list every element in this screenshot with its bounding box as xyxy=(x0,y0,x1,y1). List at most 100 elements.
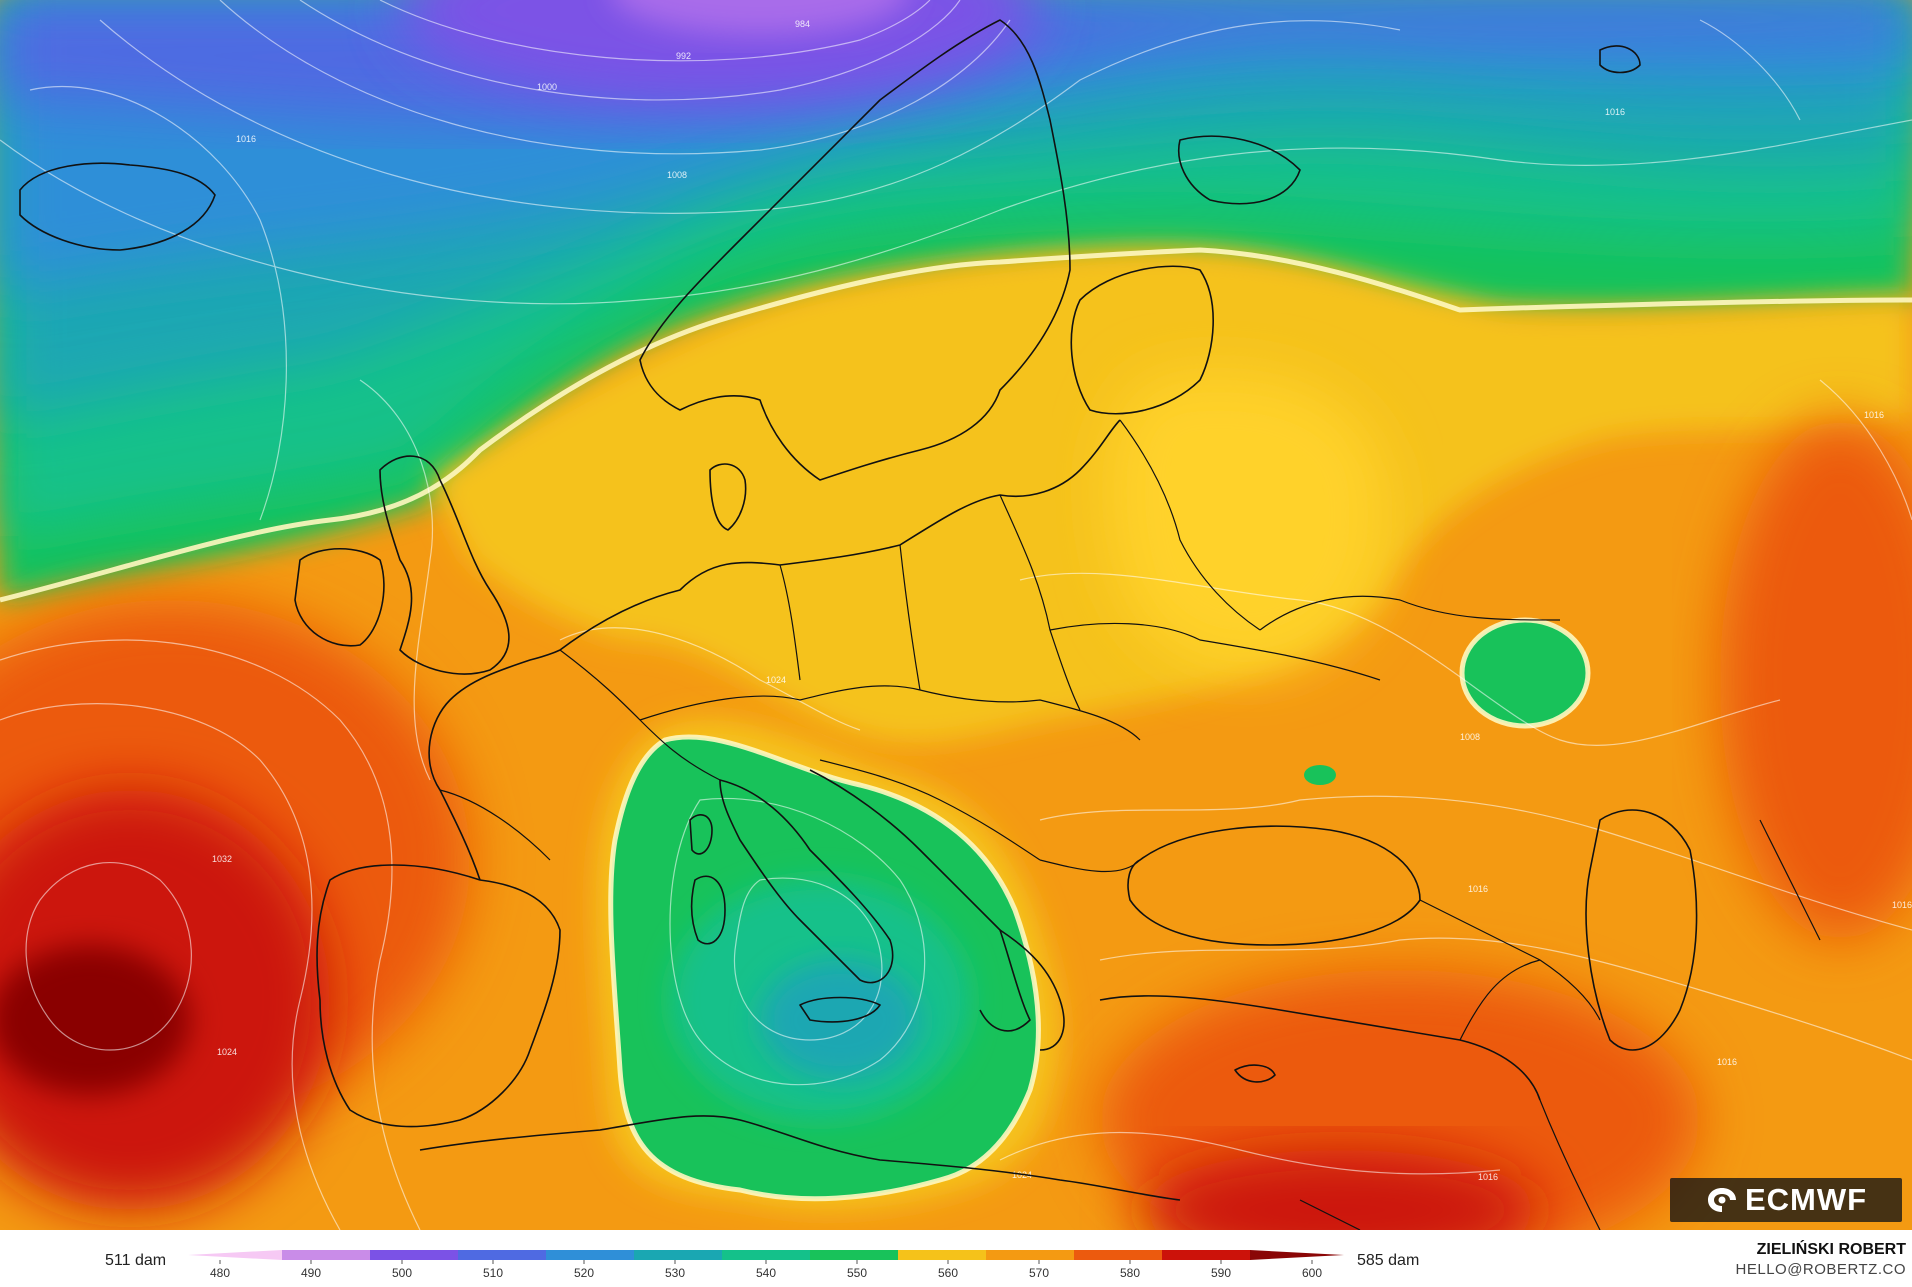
field-red-east xyxy=(1720,420,1912,940)
border xyxy=(999,494,1081,711)
isobar-label: 1000 xyxy=(537,82,557,92)
isobar-line xyxy=(99,19,1401,214)
isobar-line xyxy=(999,1131,1501,1175)
legend-bar: 511 dam 480 490 500 510 520 530 540 550 560 570 58… xyxy=(0,1230,1912,1287)
author-email[interactable]: HELLO@ROBERTZ.CO xyxy=(1735,1261,1906,1278)
isobars xyxy=(0,0,1912,1230)
field-crimson-se xyxy=(1140,1150,1540,1230)
colorbar-segments xyxy=(188,1250,1344,1260)
coast-italy xyxy=(719,779,894,984)
isobar-label: 1016 xyxy=(1478,1172,1498,1182)
isobar-line xyxy=(0,639,421,1230)
isobar-line xyxy=(379,0,931,62)
isobar-line xyxy=(299,0,961,101)
coast-anatolia xyxy=(1099,995,1541,1101)
isobar-line xyxy=(219,0,1011,155)
field-yellow-east xyxy=(1107,372,1388,671)
colorbar-ticks: 480 490 500 510 520 530 540 550 560 570 580 590 600 xyxy=(210,1260,1322,1280)
colorbar-segment xyxy=(1162,1250,1251,1260)
colorbar-tick-label: 580 xyxy=(1120,1266,1140,1280)
isobar-label: 992 xyxy=(676,51,691,61)
isobar-line xyxy=(669,797,926,1086)
colorbar-tick-label: 560 xyxy=(938,1266,958,1280)
legend-min-label: 511 dam xyxy=(105,1252,167,1269)
isobar-line xyxy=(29,85,287,521)
coast-balkans xyxy=(809,769,1031,1032)
colorbar-segment xyxy=(282,1250,371,1260)
field-russia-low xyxy=(1462,620,1588,726)
geopotential-map: 984 992 1000 1008 1016 1016 1024 1024 10… xyxy=(0,0,1912,1230)
colorbar-segment xyxy=(546,1250,635,1260)
coastlines xyxy=(19,19,1698,1201)
colorbar-tick-label: 600 xyxy=(1302,1266,1322,1280)
isobar-line xyxy=(559,627,861,731)
isobar-line xyxy=(0,703,341,1230)
coast-corsica xyxy=(689,814,713,855)
coast-denmark xyxy=(709,463,747,531)
colorbar-tick-label: 490 xyxy=(301,1266,321,1280)
colorbar-segment xyxy=(722,1250,811,1260)
isobar-label: 1016 xyxy=(1717,1057,1737,1067)
border xyxy=(639,685,921,721)
isobar-label: 984 xyxy=(795,19,810,29)
isobar-line xyxy=(1039,795,1912,931)
coast-iberia xyxy=(316,864,561,1128)
colorbar-tick-label: 500 xyxy=(392,1266,412,1280)
border xyxy=(1039,859,1141,873)
ecmwf-swirl-icon xyxy=(1707,1188,1736,1212)
field-violet-core xyxy=(613,0,907,35)
isobar-line xyxy=(1819,379,1912,521)
coast-iceland xyxy=(19,162,216,251)
isobar-line xyxy=(359,379,433,781)
isobar-line xyxy=(1019,572,1781,747)
border xyxy=(1049,622,1381,681)
coast-caspian xyxy=(1585,809,1698,1051)
borders xyxy=(439,419,1821,1230)
colorbar-segment xyxy=(898,1250,987,1260)
colorbar-tick-label: 550 xyxy=(847,1266,867,1280)
border xyxy=(1299,1199,1361,1230)
contour-552-low xyxy=(608,734,1041,1202)
logo-text: ECMWF xyxy=(1744,1182,1868,1217)
colorbar-tick-label: 540 xyxy=(756,1266,776,1280)
isobar-label: 1016 xyxy=(1605,107,1625,117)
colorbar-segment xyxy=(634,1250,723,1260)
height-field xyxy=(0,0,1912,1230)
colorbar-segment xyxy=(188,1250,282,1260)
isobar-line xyxy=(1099,937,1912,1061)
colorbar-segment xyxy=(370,1250,459,1260)
border xyxy=(1259,595,1561,631)
coast-greece xyxy=(999,929,1065,1051)
border xyxy=(779,564,801,681)
coast-sardinia xyxy=(690,875,726,945)
isobar-label: 1008 xyxy=(1460,732,1480,742)
colorbar-tick-label: 570 xyxy=(1029,1266,1049,1280)
border xyxy=(819,759,1041,861)
legend-max-label: 585 dam xyxy=(1357,1252,1420,1269)
border xyxy=(1119,419,1261,631)
coast-kola xyxy=(1178,135,1301,205)
field-azov-low xyxy=(1304,765,1336,785)
colorbar-segment xyxy=(1250,1250,1344,1260)
colorbar-tick-label: 530 xyxy=(665,1266,685,1280)
author-credit: ZIELIŃSKI ROBERT xyxy=(1756,1241,1906,1258)
isobar-label: 1016 xyxy=(1864,410,1884,420)
isobar-line xyxy=(733,877,883,1041)
border xyxy=(439,789,551,861)
isobar-label: 1024 xyxy=(766,675,786,685)
colorbar-tick-label: 590 xyxy=(1211,1266,1231,1280)
border xyxy=(1539,1099,1601,1230)
coast-north-continent xyxy=(559,419,1121,651)
coast-finland xyxy=(1070,265,1214,415)
coast-north-africa xyxy=(419,1115,1181,1201)
coast-cyprus xyxy=(1234,1064,1276,1083)
field-purple-low xyxy=(400,0,1040,105)
ecmwf-logo: ECMWF xyxy=(1670,1178,1902,1222)
isobar-label: 1032 xyxy=(212,854,232,864)
field-darkred-sw xyxy=(0,945,190,1095)
map-area[interactable]: 984 992 1000 1008 1016 1016 1024 1024 10… xyxy=(0,0,1912,1230)
isobar-label: 1016 xyxy=(236,134,256,144)
contour-552-north xyxy=(0,247,1912,603)
coast-ireland xyxy=(294,547,385,647)
isobar-line xyxy=(25,861,192,1051)
